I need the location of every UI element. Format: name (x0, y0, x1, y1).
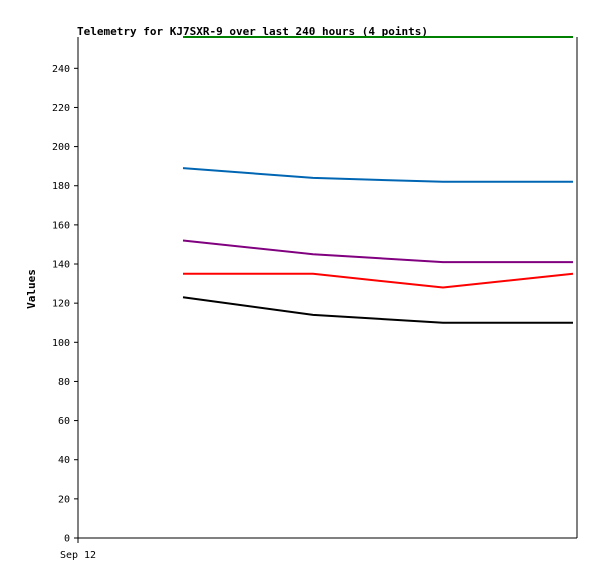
y-tick-label: 40 (58, 455, 70, 466)
x-axis-ticks: Sep 12 (60, 538, 96, 561)
series-line-4 (183, 272, 574, 289)
series-lines (182, 36, 574, 324)
y-tick-label: 240 (52, 64, 70, 75)
y-tick-label: 100 (52, 338, 70, 349)
y-axis-label: Values (25, 269, 38, 309)
y-tick-label: 200 (52, 142, 70, 153)
y-tick-label: 20 (58, 494, 70, 505)
series-line-3 (182, 239, 573, 264)
x-tick-label: Sep 12 (60, 550, 96, 561)
y-tick-label: 60 (58, 416, 70, 427)
y-tick-label: 80 (58, 377, 70, 388)
series-line-2 (182, 167, 573, 183)
plot-frame (77, 37, 578, 539)
y-tick-label: 140 (52, 260, 70, 271)
y-tick-label: 220 (52, 103, 70, 114)
chart-title: Telemetry for KJ7SXR-9 over last 240 hou… (77, 25, 428, 38)
y-tick-label: 120 (52, 299, 70, 310)
y-axis-ticks: 0 20 40 60 80 100 120 140 160 180 200 220 240 (52, 64, 78, 545)
y-tick-label: 0 (64, 534, 70, 545)
series-line-5 (182, 296, 573, 324)
y-tick-label: 160 (52, 220, 70, 231)
y-tick-label: 180 (52, 181, 70, 192)
